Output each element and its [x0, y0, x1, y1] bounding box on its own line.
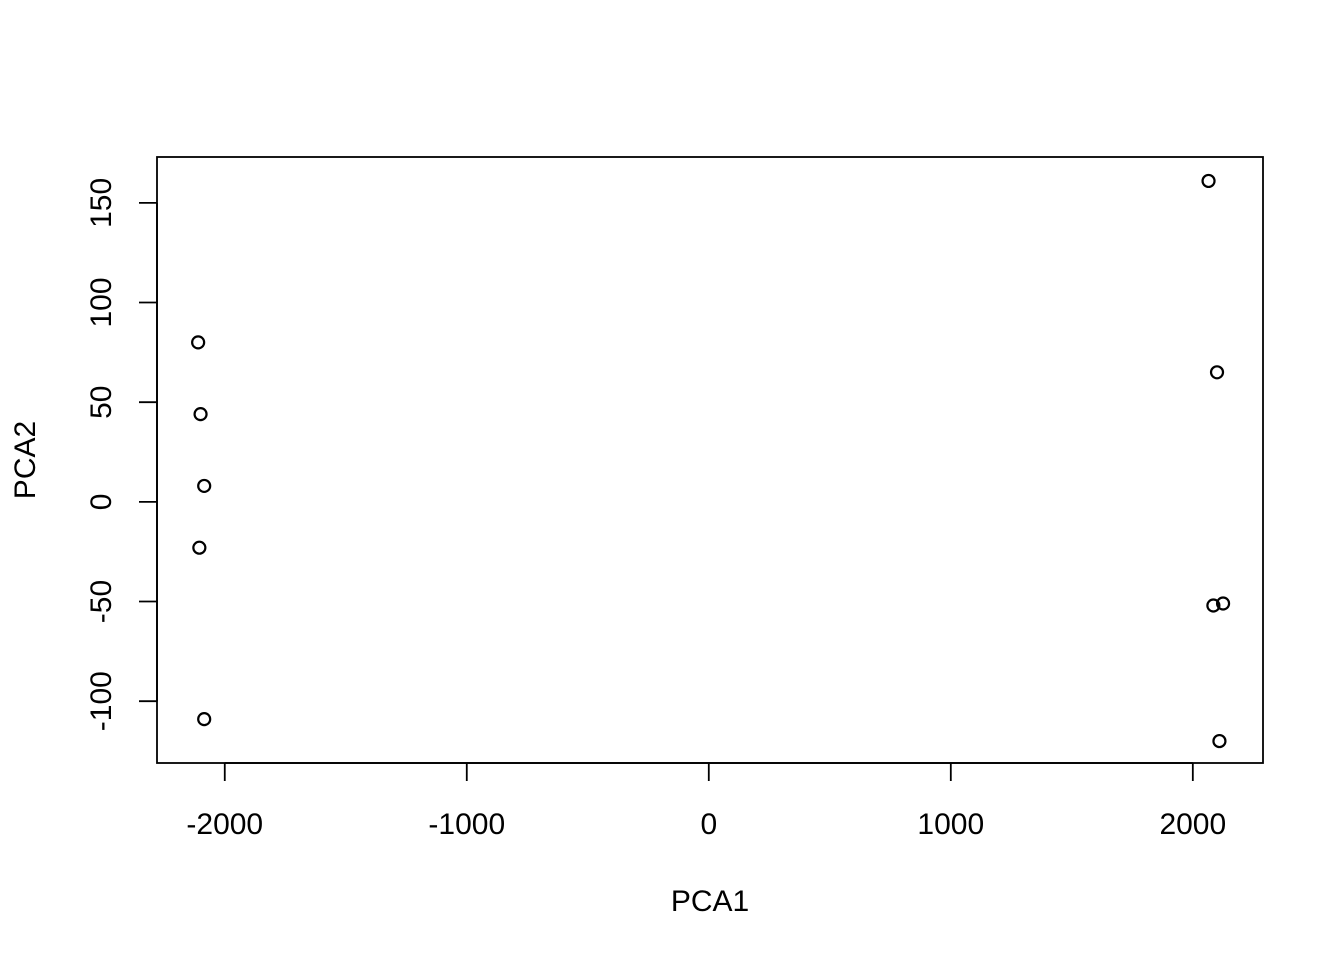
data-point [1212, 733, 1227, 749]
data-point [197, 712, 212, 727]
x-tick-label: 2000 [1159, 808, 1226, 841]
y-tick-label: -100 [85, 671, 118, 731]
y-tick-label: 150 [85, 178, 118, 228]
x-tick-label: 1000 [917, 808, 984, 841]
data-point [1201, 173, 1216, 189]
data-point [1215, 596, 1231, 611]
data-point [1206, 598, 1221, 613]
x-tick-label: 0 [700, 808, 717, 841]
x-tick-label: -1000 [428, 808, 505, 841]
y-axis: -100 -50 0 50 100 150 [85, 178, 158, 731]
y-tick-label: 50 [85, 386, 118, 419]
data-point [197, 478, 212, 494]
data-point [192, 540, 207, 555]
data-points [191, 173, 1231, 749]
y-tick-label: 100 [85, 277, 118, 327]
y-axis-label: PCA2 [9, 421, 42, 499]
y-tick-label: -50 [85, 580, 118, 623]
x-axis-label: PCA1 [671, 885, 749, 918]
x-axis: -2000 -1000 0 1000 2000 [186, 762, 1226, 841]
data-point [1209, 365, 1225, 380]
data-point [193, 407, 208, 422]
data-point [191, 335, 206, 350]
x-tick-label: -2000 [186, 808, 263, 841]
y-tick-label: 0 [85, 494, 118, 511]
plot-frame [156, 156, 1264, 764]
